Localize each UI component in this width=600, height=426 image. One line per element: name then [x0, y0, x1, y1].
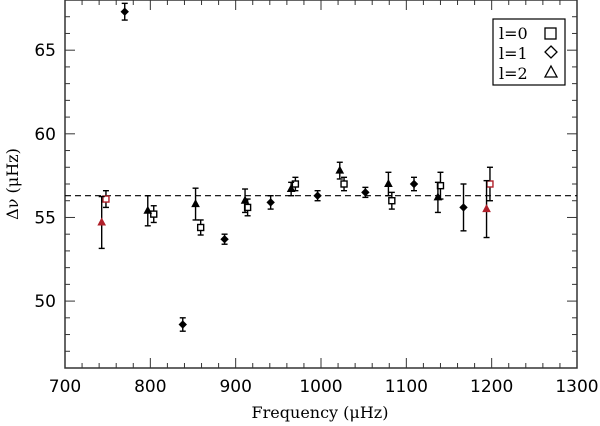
point-l0-square [102, 195, 110, 203]
legend-diamond-icon [544, 45, 558, 59]
point-l1-diamond [120, 7, 129, 16]
legend-square-icon [544, 27, 557, 40]
point-l2-triangle [286, 183, 296, 193]
x-tick-label: 1200 [470, 377, 513, 397]
point-l0-square [150, 210, 158, 218]
point-l0-square [291, 180, 300, 188]
point-l2-triangle [240, 195, 250, 204]
point-l2-triangle [433, 192, 443, 201]
y-tick-label: 65 [34, 41, 56, 61]
y-tick-label: 60 [34, 125, 56, 145]
point-l0-square [196, 223, 205, 232]
point-l0-square [486, 180, 494, 188]
x-axis-label: Frequency (μHz) [252, 403, 389, 422]
y-axis-label: Δν (μHz) [3, 148, 22, 220]
x-tick-label: 800 [134, 377, 166, 397]
point-l1-diamond [313, 191, 322, 200]
legend-triangle-icon [543, 64, 559, 78]
legend: l=0 l=1 l=2 [492, 18, 566, 86]
axes: 700 800 900 1000 1100 1200 1300 50 55 60 65 [34, 0, 599, 397]
point-l2-triangle [143, 205, 153, 214]
point-l2-triangle [482, 204, 491, 213]
point-l1-diamond [361, 188, 370, 197]
x-tick-label: 1300 [555, 377, 598, 397]
y-tick-label: 55 [34, 208, 56, 228]
legend-label-l1: l=1 [499, 44, 528, 63]
point-l2-triangle [191, 199, 200, 208]
point-l2-triangle [384, 178, 393, 187]
point-l1-diamond [220, 234, 229, 244]
point-l2-triangle [97, 217, 107, 226]
x-tick-label: 900 [219, 377, 251, 397]
legend-label-l2: l=2 [499, 64, 528, 83]
point-l1-diamond [266, 198, 275, 207]
point-l1-diamond [178, 320, 187, 329]
point-l2-triangle [335, 165, 345, 174]
point-l1-diamond [459, 203, 468, 212]
x-tick-label: 1100 [385, 377, 428, 397]
data-marks [65, 2, 577, 332]
x-tick-label: 700 [49, 377, 81, 397]
point-l1-diamond [409, 179, 419, 189]
legend-box [492, 18, 566, 86]
y-tick-label: 50 [34, 292, 56, 312]
point-l0-square [340, 180, 348, 188]
point-l0-square [388, 197, 396, 205]
x-tick-label: 1000 [299, 377, 342, 397]
legend-label-l0: l=0 [499, 24, 528, 43]
